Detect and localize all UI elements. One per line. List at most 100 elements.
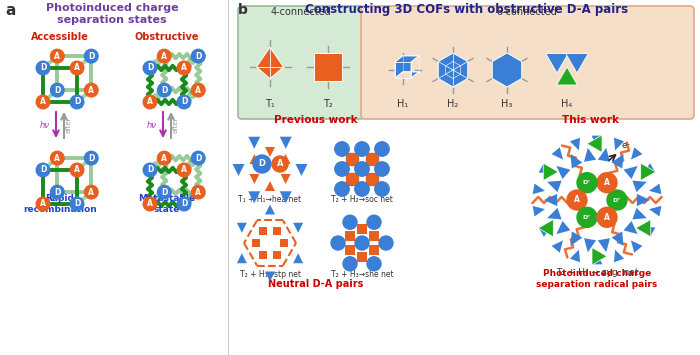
Polygon shape [592,253,603,264]
Text: T₂ + H₃→she net: T₂ + H₃→she net [330,270,393,279]
Polygon shape [566,54,588,73]
Text: T₂ + H₁→stp net: T₂ + H₁→stp net [239,270,300,279]
Text: T₂ + H₂→soc net: T₂ + H₂→soc net [331,195,393,204]
Text: A: A [74,165,80,175]
Text: D: D [40,64,46,72]
Polygon shape [624,166,638,179]
Circle shape [192,185,205,199]
Text: D: D [88,51,95,61]
Polygon shape [265,181,275,191]
Text: Metastable
state: Metastable state [139,194,195,214]
Bar [357,252,367,262]
Polygon shape [614,138,624,151]
Polygon shape [598,238,610,252]
Text: A: A [147,98,153,106]
Text: A: A [161,51,167,61]
Polygon shape [438,53,468,87]
Text: hν: hν [40,120,50,130]
Text: D: D [195,51,202,61]
Text: A: A [181,64,187,72]
Polygon shape [543,163,559,181]
Circle shape [335,182,349,196]
Polygon shape [280,137,292,149]
Polygon shape [612,231,624,246]
Polygon shape [280,191,292,203]
Text: D: D [161,86,167,94]
Text: A: A [88,187,95,197]
Circle shape [355,236,369,250]
Circle shape [375,182,389,196]
Circle shape [177,197,191,211]
Text: D⁺: D⁺ [582,180,592,185]
Polygon shape [592,136,603,147]
Polygon shape [533,206,545,217]
Circle shape [158,185,171,199]
Text: 6-connected: 6-connected [496,7,557,17]
Text: Neutral D-A pairs: Neutral D-A pairs [268,279,364,289]
Polygon shape [640,163,656,181]
Text: D: D [54,187,60,197]
Polygon shape [256,47,284,79]
Polygon shape [248,137,260,149]
Circle shape [375,162,389,176]
Text: A: A [74,64,80,72]
Text: D: D [147,64,153,72]
Text: A: A [604,213,610,222]
Polygon shape [598,148,610,162]
Bar [344,245,354,255]
Bar [366,153,378,165]
Bar [344,231,354,241]
Text: T₂: T₂ [323,99,333,109]
Text: Rapid
recombination: Rapid recombination [23,194,97,214]
Text: D⁺: D⁺ [582,215,592,220]
Text: Accessible: Accessible [31,32,89,42]
Text: hν: hν [147,120,157,130]
Polygon shape [533,184,545,194]
Circle shape [343,257,357,271]
Polygon shape [237,223,247,233]
Circle shape [253,155,271,173]
Bar [273,226,281,235]
Circle shape [144,61,157,75]
Text: D: D [161,187,167,197]
Circle shape [192,151,205,165]
Polygon shape [538,163,551,174]
Circle shape [335,162,349,176]
Circle shape [567,190,587,210]
Polygon shape [631,147,643,159]
Circle shape [36,95,50,109]
Text: A: A [147,200,153,208]
Circle shape [70,197,84,211]
Text: T₁: T₁ [265,99,275,109]
Circle shape [375,142,389,156]
Bar [366,173,378,185]
Circle shape [375,162,389,176]
Text: b: b [238,3,248,17]
Circle shape [355,142,369,156]
Text: Obstructive: Obstructive [134,32,200,42]
Polygon shape [249,174,260,184]
Circle shape [85,49,98,63]
Circle shape [367,215,381,229]
Circle shape [158,151,171,165]
Text: H₄: H₄ [561,99,573,109]
Circle shape [177,61,191,75]
Circle shape [85,151,98,165]
Circle shape [158,83,171,97]
Text: H₂: H₂ [447,99,458,109]
Polygon shape [636,219,651,237]
Text: D: D [147,165,153,175]
Circle shape [355,182,369,196]
Circle shape [177,163,191,177]
Polygon shape [237,253,247,263]
Polygon shape [643,163,655,174]
Text: D: D [88,154,95,163]
Text: This work: This work [561,115,619,125]
Polygon shape [552,147,563,159]
Polygon shape [584,238,596,252]
Circle shape [50,83,64,97]
Polygon shape [538,226,551,237]
Polygon shape [232,164,244,176]
Polygon shape [538,219,553,237]
Text: D: D [181,98,187,106]
